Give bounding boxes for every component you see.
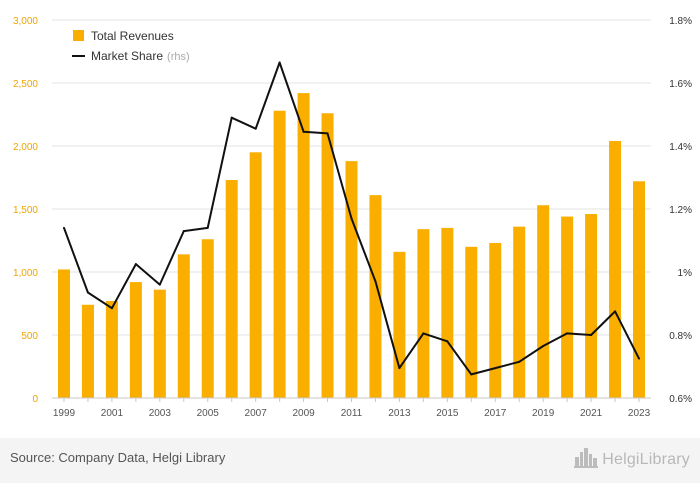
revenue-bar-2001 bbox=[105, 300, 118, 398]
x-tick-label: 2021 bbox=[580, 408, 603, 419]
x-tick-label: 2003 bbox=[149, 408, 172, 419]
revenue-bar-2015 bbox=[441, 227, 454, 398]
revenue-bar-2009 bbox=[297, 93, 310, 398]
revenue-bars bbox=[57, 93, 646, 399]
revenue-bar-2022 bbox=[609, 140, 622, 398]
market-share-point-2014 bbox=[422, 332, 425, 335]
revenue-bar-2021 bbox=[585, 214, 598, 398]
y-left-tick-label: 0 bbox=[32, 394, 38, 405]
market-share-point-1999 bbox=[62, 226, 65, 229]
x-tick-label: 2017 bbox=[484, 408, 507, 419]
y-right-tick-label: 0.6% bbox=[669, 394, 692, 405]
revenue-bar-2006 bbox=[225, 180, 238, 398]
revenue-bar-2023 bbox=[633, 181, 646, 398]
revenue-bar-2003 bbox=[153, 289, 166, 398]
market-share-point-2008 bbox=[278, 61, 281, 64]
revenue-bar-2000 bbox=[81, 304, 94, 398]
y-right-tick-label: 1.8% bbox=[669, 16, 692, 27]
x-tick-label: 2005 bbox=[197, 408, 220, 419]
brand-name: HelgiLibrary bbox=[602, 450, 690, 468]
y-left-tick-label: 1,000 bbox=[13, 268, 38, 279]
revenue-bar-2016 bbox=[465, 246, 478, 398]
x-tick-label: 2007 bbox=[245, 408, 268, 419]
market-share-point-2006 bbox=[230, 116, 233, 119]
market-share-point-2002 bbox=[134, 263, 137, 266]
market-share-point-2007 bbox=[254, 127, 257, 130]
chart-svg: 0 500 1,000 1,500 2,000 2,500 3,000 0.6% 0.8% 1% 1… bbox=[13, 16, 692, 419]
city-skyline-icon bbox=[574, 446, 599, 473]
legend-label-rhs-suffix: (rhs) bbox=[167, 51, 190, 63]
x-tick-label: 2019 bbox=[532, 408, 555, 419]
revenue-bar-2019 bbox=[537, 205, 550, 398]
x-tick-label: 2013 bbox=[388, 408, 411, 419]
y-right-tick-label: 0.8% bbox=[669, 331, 692, 342]
y-left-tick-label: 2,000 bbox=[13, 142, 38, 153]
x-tick-label: 2015 bbox=[436, 408, 459, 419]
market-share-point-2020 bbox=[566, 332, 569, 335]
revenue-bar-2011 bbox=[345, 161, 358, 398]
y-right-tick-label: 1% bbox=[678, 268, 693, 279]
y-right-tick-label: 1.6% bbox=[669, 79, 692, 90]
market-share-point-2000 bbox=[86, 291, 89, 294]
y-left-tick-label: 3,000 bbox=[13, 16, 38, 27]
legend-label-market-share-text: Market Share bbox=[91, 49, 163, 63]
market-share-point-2004 bbox=[182, 230, 185, 233]
market-share-point-2001 bbox=[110, 307, 113, 310]
market-share-point-2013 bbox=[398, 367, 401, 370]
brand-logo[interactable]: HelgiLibrary bbox=[574, 446, 690, 473]
revenue-bar-2004 bbox=[177, 254, 190, 398]
revenue-bar-2002 bbox=[129, 282, 142, 398]
market-share-point-2009 bbox=[302, 130, 305, 133]
market-share-point-2018 bbox=[518, 360, 521, 363]
axes: 0 500 1,000 1,500 2,000 2,500 3,000 0.6% 0.8% 1% 1… bbox=[13, 16, 692, 419]
revenue-bar-2007 bbox=[249, 152, 262, 398]
market-share-point-2012 bbox=[374, 280, 377, 283]
market-share-point-2003 bbox=[158, 283, 161, 286]
x-tick-label: 2009 bbox=[292, 408, 315, 419]
market-share-point-2019 bbox=[542, 345, 545, 348]
y-right-tick-label: 1.2% bbox=[669, 205, 692, 216]
revenue-bar-2014 bbox=[417, 229, 430, 398]
revenue-bar-2020 bbox=[561, 216, 574, 398]
revenue-bar-2010 bbox=[321, 113, 334, 399]
market-share-point-2011 bbox=[350, 217, 353, 220]
x-tick-label: 1999 bbox=[53, 408, 76, 419]
y-left-tick-label: 1,500 bbox=[13, 205, 38, 216]
x-tick-label: 2011 bbox=[341, 408, 363, 419]
market-share-point-2010 bbox=[326, 132, 329, 135]
revenue-bar-2018 bbox=[513, 226, 526, 398]
market-share-point-2021 bbox=[590, 334, 593, 336]
legend: Total Revenues Market Share (rhs) bbox=[72, 29, 190, 63]
revenue-bar-2013 bbox=[393, 251, 406, 398]
market-share-point-2005 bbox=[206, 226, 209, 229]
x-tick-label: 2023 bbox=[628, 408, 651, 419]
legend-label-total-revenues: Total Revenues bbox=[91, 29, 174, 43]
revenue-bar-2012 bbox=[369, 195, 382, 398]
x-tick-label: 2001 bbox=[101, 408, 124, 419]
market-share-point-2017 bbox=[494, 367, 497, 370]
market-share-point-2023 bbox=[638, 357, 641, 360]
legend-label-market-share: Market Share (rhs) bbox=[91, 49, 190, 63]
footer: Source: Company Data, Helgi Library Helg… bbox=[0, 438, 700, 483]
revenue-bar-2017 bbox=[489, 243, 502, 398]
revenue-bar-2008 bbox=[273, 110, 286, 398]
market-share-point-2016 bbox=[470, 373, 473, 376]
y-right-tick-label: 1.4% bbox=[669, 142, 692, 153]
legend-marker-total-revenues bbox=[73, 30, 84, 41]
market-share-line bbox=[62, 61, 641, 376]
y-left-tick-label: 2,500 bbox=[13, 79, 38, 90]
source-note: Source: Company Data, Helgi Library bbox=[10, 450, 226, 465]
revenue-bar-1999 bbox=[57, 269, 70, 398]
y-left-tick-label: 500 bbox=[21, 331, 38, 342]
market-share-point-2015 bbox=[446, 340, 449, 343]
market-share-point-2022 bbox=[614, 310, 617, 313]
revenue-bar-2005 bbox=[201, 239, 214, 398]
